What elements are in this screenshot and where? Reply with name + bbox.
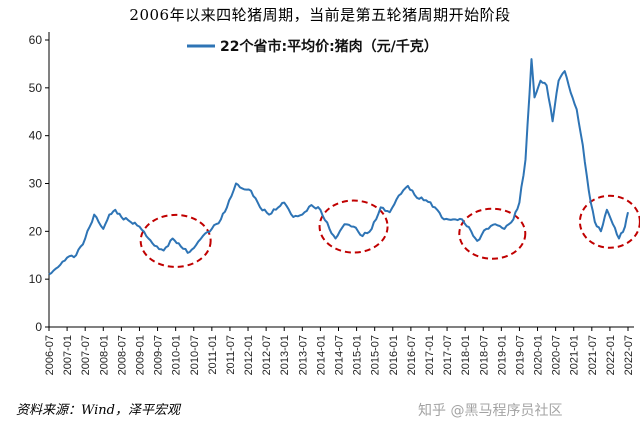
y-tick-label: 50 (29, 81, 43, 95)
y-tick-label: 0 (35, 320, 42, 334)
x-tick-label: 2020-01 (533, 335, 545, 375)
x-axis-ticks: 2006-07 2007-01 2007-07 2008-01 2008-07 2009-… (44, 327, 635, 375)
x-tick-label: 2008-01 (98, 335, 110, 375)
legend: 22个省市:平均价:猪肉（元/千克） (187, 38, 438, 55)
x-tick-label: 2020-07 (551, 335, 563, 375)
x-tick-label: 2018-07 (478, 335, 490, 375)
x-tick-label: 2016-01 (388, 335, 400, 375)
x-tick-label: 2019-07 (514, 335, 526, 375)
x-tick-label: 2008-07 (116, 335, 128, 375)
x-tick-label: 2018-01 (460, 335, 472, 375)
x-tick-label: 2019-01 (496, 335, 508, 375)
x-tick-label: 2022-01 (605, 335, 617, 375)
y-axis-ticks: 0 10 20 30 40 50 60 (29, 33, 49, 334)
x-tick-label: 2015-07 (370, 335, 382, 375)
x-tick-label: 2017-01 (424, 335, 436, 375)
cycle-bottom-ellipse (318, 199, 389, 254)
x-tick-label: 2022-07 (623, 335, 635, 375)
x-tick-label: 2006-07 (44, 335, 56, 375)
annotations (139, 194, 640, 268)
y-tick-label: 30 (29, 177, 43, 191)
x-tick-label: 2011-07 (225, 335, 237, 375)
y-tick-label: 10 (29, 272, 43, 286)
axes (48, 32, 634, 328)
x-tick-label: 2014-07 (334, 335, 346, 375)
x-tick-label: 2012-01 (243, 335, 255, 375)
watermark: 知乎 @黑马程序员社区 (418, 403, 563, 419)
x-tick-label: 2009-01 (134, 335, 146, 375)
x-tick-label: 2014-01 (315, 335, 327, 375)
y-tick-label: 20 (29, 224, 43, 238)
x-tick-label: 2013-01 (279, 335, 291, 375)
x-tick-label: 2021-07 (587, 335, 599, 375)
x-tick-label: 2010-01 (171, 335, 183, 375)
cycle-bottom-ellipse (139, 213, 212, 268)
cycle-bottom-ellipse (458, 207, 527, 260)
cycle-bottom-ellipse (578, 194, 640, 249)
source-note: 资料来源：Wind，泽平宏观 (16, 403, 180, 418)
x-tick-label: 2016-07 (406, 335, 418, 375)
chart-title: 2006年以来四轮猪周期，当前是第五轮猪周期开始阶段 (129, 6, 511, 24)
x-tick-label: 2007-01 (62, 335, 74, 375)
y-tick-label: 40 (29, 129, 43, 143)
x-tick-label: 2009-07 (153, 335, 165, 375)
x-tick-label: 2015-01 (352, 335, 364, 375)
x-tick-label: 2012-07 (261, 335, 273, 375)
x-tick-label: 2017-07 (442, 335, 454, 375)
series (48, 58, 629, 276)
y-tick-label: 60 (29, 33, 43, 47)
x-tick-label: 2007-07 (80, 335, 92, 375)
x-tick-label: 2011-01 (207, 335, 219, 375)
x-tick-label: 2013-07 (297, 335, 309, 375)
legend-label: 22个省市:平均价:猪肉（元/千克） (220, 38, 438, 55)
x-tick-label: 2021-01 (569, 335, 581, 375)
x-tick-label: 2010-07 (189, 335, 201, 375)
price-line (48, 58, 629, 276)
